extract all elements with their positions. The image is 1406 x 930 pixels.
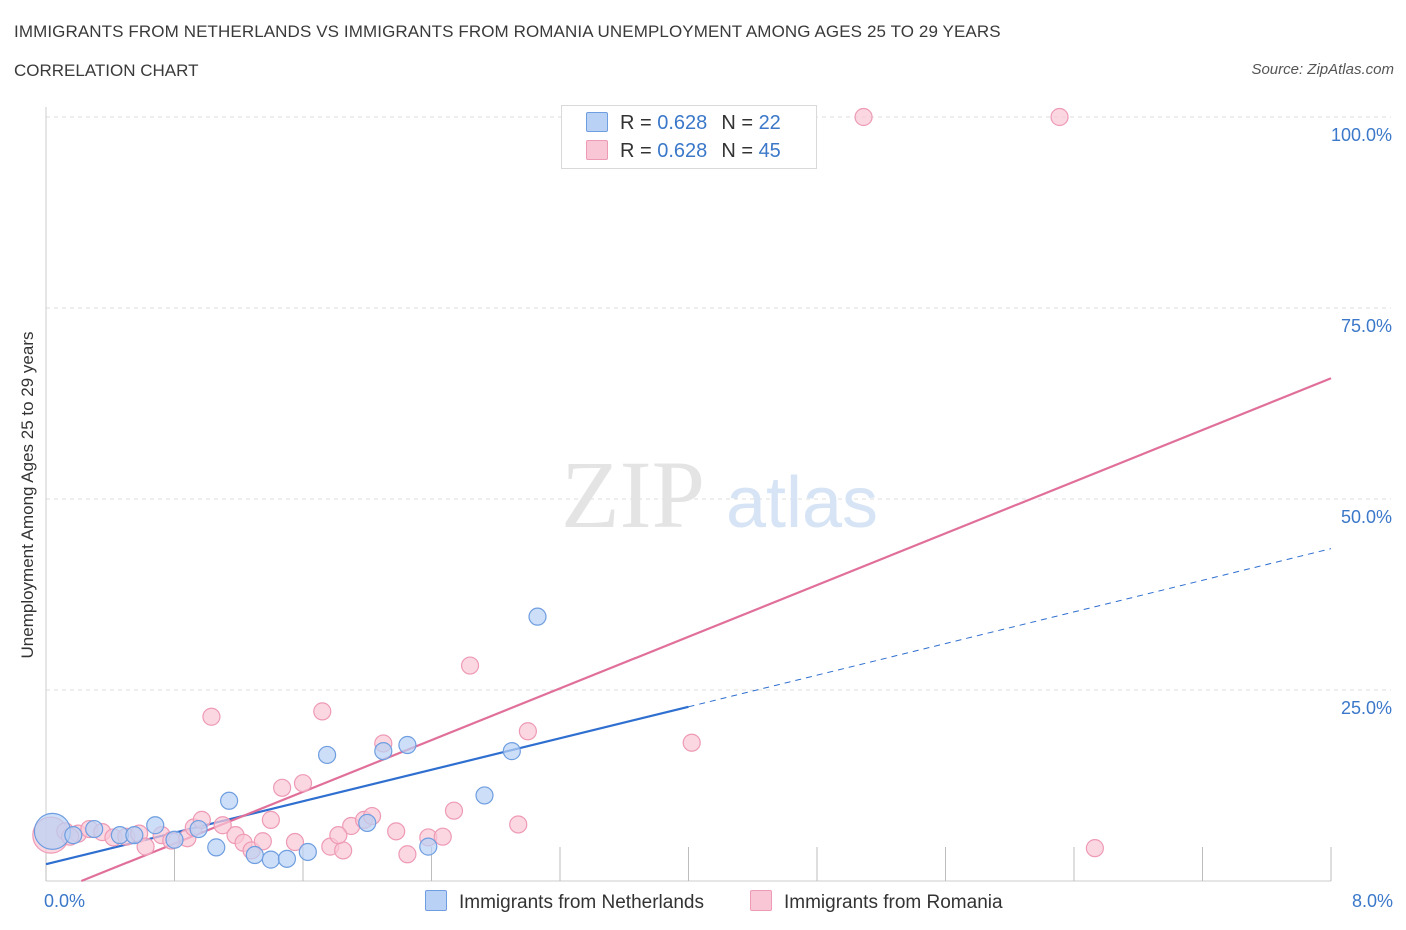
netherlands-point-20 bbox=[528, 607, 547, 626]
watermark-zip: ZIP bbox=[561, 441, 705, 548]
romania-point-35 bbox=[444, 801, 464, 820]
romania-point-8 bbox=[136, 837, 155, 856]
netherlands-point-8 bbox=[220, 791, 239, 810]
legend-label: Immigrants from Romania bbox=[784, 892, 1003, 913]
r-value: 0.628 bbox=[657, 140, 708, 162]
grid-lines bbox=[46, 116, 1391, 691]
series-legend: Immigrants from Netherlands Immigrants f… bbox=[0, 890, 1406, 916]
n-label: N = bbox=[721, 112, 753, 134]
netherlands-point-4 bbox=[146, 816, 165, 835]
romania-point-19 bbox=[253, 832, 272, 851]
netherlands-point-17 bbox=[419, 837, 438, 856]
netherlands-point-11 bbox=[277, 849, 297, 868]
chart-subtitle: CORRELATION CHART bbox=[14, 61, 199, 80]
legend-label: Immigrants from Netherlands bbox=[459, 892, 704, 913]
romania-point-22 bbox=[285, 832, 305, 852]
stats-row-netherlands: R = 0.628 N = 22 bbox=[586, 112, 781, 136]
romania-point-24 bbox=[313, 702, 332, 721]
stats-legend: R = 0.628 N = 22 R = 0.628 N = 45 bbox=[561, 105, 817, 169]
netherlands-point-1 bbox=[64, 826, 83, 845]
r-value: 0.628 bbox=[657, 112, 708, 134]
romania-point-23 bbox=[293, 774, 313, 793]
netherlands-point-19 bbox=[502, 742, 521, 761]
chart-title: IMMIGRANTS FROM NETHERLANDS VS IMMIGRANT… bbox=[14, 22, 1001, 41]
netherlands-point-7 bbox=[207, 838, 226, 857]
romania-legend-swatch bbox=[750, 890, 772, 911]
netherlands-point-10 bbox=[261, 850, 280, 869]
romania-point-41 bbox=[1050, 107, 1069, 127]
legend-item-romania[interactable]: Immigrants from Romania bbox=[750, 890, 1003, 914]
netherlands-point-15 bbox=[374, 742, 393, 761]
romania-point-26 bbox=[334, 841, 353, 860]
n-value: 45 bbox=[758, 140, 781, 162]
romania-point-14 bbox=[202, 707, 221, 726]
romania-point-34 bbox=[433, 827, 452, 846]
netherlands-point-2 bbox=[85, 819, 104, 839]
trend-line-romania bbox=[80, 377, 1332, 883]
r-label: R = bbox=[620, 140, 652, 162]
romania-point-43 bbox=[329, 826, 348, 845]
romania-point-38 bbox=[518, 722, 537, 741]
y-tick-label-0: 25.0% bbox=[1341, 698, 1392, 718]
n-label: N = bbox=[721, 140, 753, 162]
watermark: ZIP atlas bbox=[561, 441, 878, 548]
netherlands-point-16 bbox=[398, 735, 417, 755]
romania-point-40 bbox=[854, 107, 873, 127]
trend-line-netherlands-extension bbox=[688, 548, 1332, 708]
romania-point-42 bbox=[1085, 839, 1104, 858]
watermark-atlas: atlas bbox=[726, 463, 878, 543]
netherlands-point-0 bbox=[33, 812, 72, 850]
y-tick-label-1: 50.0% bbox=[1341, 507, 1392, 527]
romania-point-37 bbox=[509, 815, 528, 834]
romania-point-15 bbox=[213, 816, 232, 835]
romania-point-36 bbox=[460, 656, 480, 675]
x-tick-label-max: 8.0% bbox=[1351, 891, 1393, 911]
y-tick-label-3: 100.0% bbox=[1331, 125, 1392, 145]
romania-point-32 bbox=[398, 845, 417, 864]
netherlands-point-12 bbox=[298, 842, 317, 862]
netherlands-legend-swatch bbox=[425, 890, 447, 911]
n-value: 22 bbox=[758, 112, 781, 134]
romania-point-21 bbox=[273, 778, 292, 797]
y-tick-labels: 25.0% 50.0% 75.0% 100.0% bbox=[1331, 125, 1392, 718]
romania-point-20 bbox=[261, 810, 280, 829]
netherlands-point-6 bbox=[189, 819, 208, 839]
netherlands-swatch bbox=[586, 112, 608, 132]
data-points bbox=[32, 107, 1104, 869]
netherlands-point-5 bbox=[165, 830, 184, 849]
y-tick-label-2: 75.0% bbox=[1341, 316, 1392, 336]
netherlands-point-9 bbox=[245, 845, 264, 865]
legend-item-netherlands[interactable]: Immigrants from Netherlands bbox=[425, 890, 704, 914]
x-tick-label-min: 0.0% bbox=[44, 891, 86, 911]
stats-row-romania: R = 0.628 N = 45 bbox=[586, 140, 781, 164]
r-label: R = bbox=[620, 112, 652, 134]
romania-point-31 bbox=[387, 822, 406, 841]
netherlands-point-14 bbox=[358, 813, 377, 833]
netherlands-point-18 bbox=[475, 786, 494, 805]
netherlands-point-13 bbox=[317, 745, 337, 765]
romania-point-39 bbox=[682, 733, 701, 752]
romania-swatch bbox=[586, 140, 608, 160]
source-note: Source: ZipAtlas.com bbox=[1251, 61, 1394, 78]
netherlands-point-21 bbox=[125, 826, 144, 845]
